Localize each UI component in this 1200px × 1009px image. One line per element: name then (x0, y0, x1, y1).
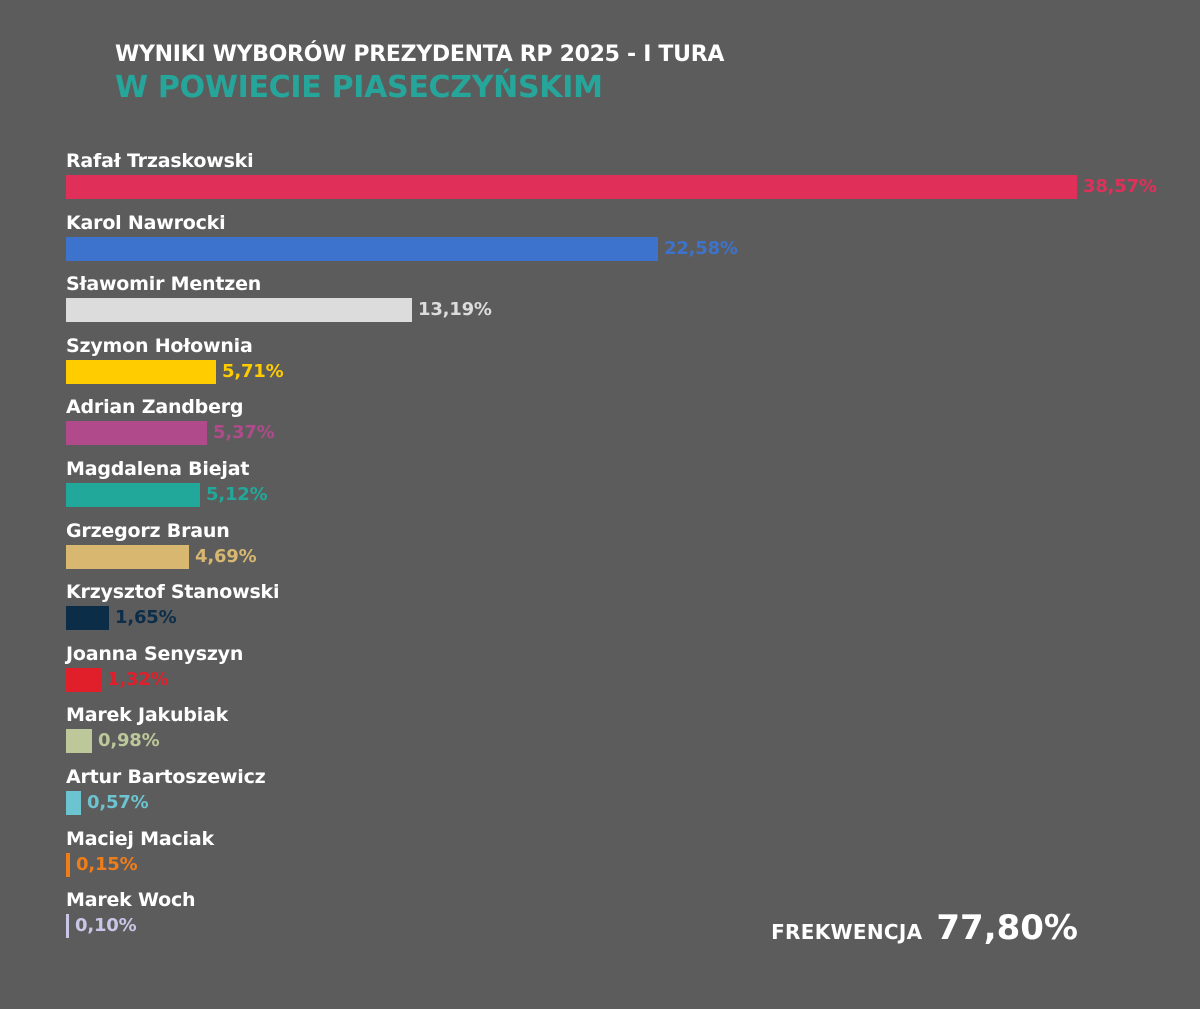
bar (66, 852, 70, 877)
bar (66, 421, 207, 446)
chart-title-line2: W POWIECIE PIASECZYŃSKIM (115, 70, 603, 105)
bar-value-label: 0,10% (75, 915, 137, 937)
bar-value-label: 1,32% (107, 668, 169, 690)
bar (66, 175, 1077, 199)
bar-value-label: 0,98% (98, 730, 160, 752)
bar-value-label: 13,19% (418, 299, 492, 321)
bar-value-label: 22,58% (664, 237, 738, 259)
bar (66, 791, 81, 815)
bar-value-label: 5,71% (222, 360, 284, 382)
candidate-name: Marek Woch (66, 889, 196, 912)
candidate-name: Maciej Maciak (66, 827, 214, 850)
bar (66, 236, 658, 261)
candidate-name: Szymon Hołownia (66, 334, 253, 357)
candidate-name: Karol Nawrocki (66, 211, 226, 234)
bar-value-label: 5,37% (213, 422, 275, 444)
bar (66, 729, 92, 754)
bar (66, 483, 200, 507)
turnout-label: FREKWENCJA (771, 920, 923, 944)
bar (66, 667, 101, 692)
candidate-name: Magdalena Biejat (66, 458, 250, 480)
bar-value-label: 5,12% (206, 484, 268, 505)
bar-value-label: 0,15% (76, 853, 138, 875)
bar-value-label: 38,57% (1083, 176, 1157, 197)
turnout-block: FREKWENCJA 77,80% (771, 908, 1078, 948)
bar (66, 359, 216, 384)
bar-value-label: 4,69% (195, 545, 257, 567)
chart-title-line1: WYNIKI WYBORÓW PREZYDENTA RP 2025 - I TU… (115, 42, 725, 67)
bar (66, 914, 69, 939)
turnout-value: 77,80% (936, 908, 1078, 948)
candidate-name: Sławomir Mentzen (66, 273, 262, 296)
bar (66, 544, 189, 569)
candidate-name: Krzysztof Stanowski (66, 581, 280, 604)
candidate-name: Adrian Zandberg (66, 396, 244, 419)
candidate-name: Artur Bartoszewicz (66, 766, 266, 788)
candidate-name: Marek Jakubiak (66, 704, 229, 727)
bar (66, 298, 412, 323)
candidate-name: Joanna Senyszyn (66, 642, 244, 665)
candidate-name: Grzegorz Braun (66, 519, 230, 542)
bar (66, 606, 109, 631)
candidate-name: Rafał Trzaskowski (66, 150, 254, 172)
bar-value-label: 0,57% (87, 792, 149, 813)
bar-value-label: 1,65% (115, 607, 177, 629)
